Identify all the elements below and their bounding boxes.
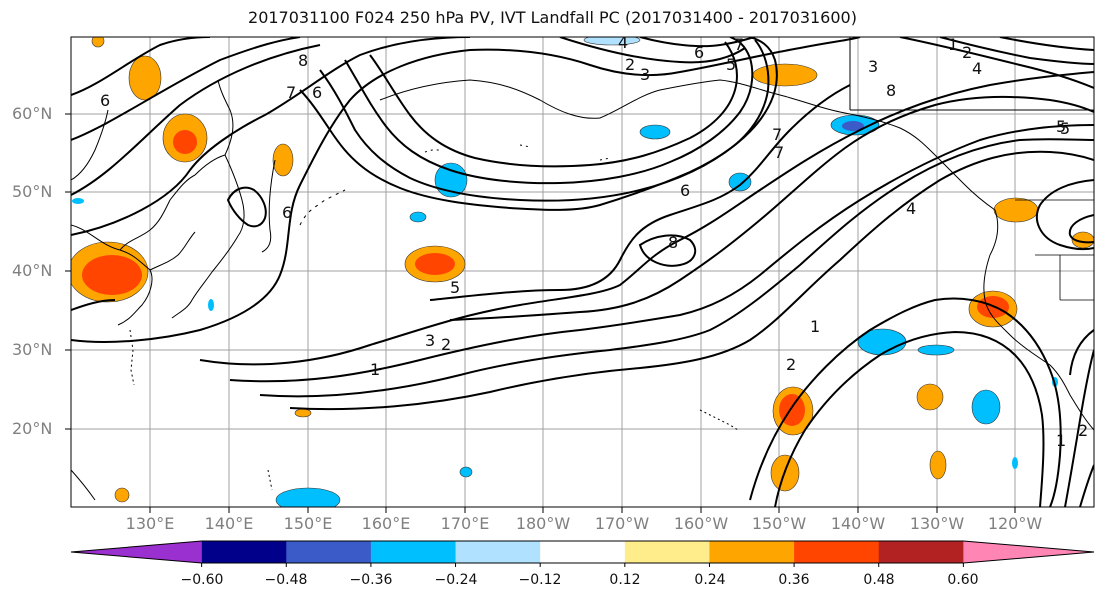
colorbar-segment [878, 541, 964, 563]
contour-label: 5 [726, 55, 736, 74]
colorbar-extend-low [71, 541, 202, 563]
contour-label: 6 [100, 91, 110, 110]
lat-label: 50°N [12, 182, 53, 201]
colorbar-segment [455, 541, 541, 563]
lon-label: 160°W [673, 514, 729, 533]
lon-label: 180°W [515, 514, 571, 533]
lat-label: 20°N [12, 419, 53, 438]
colorbar-tick-label: 0.24 [694, 572, 726, 588]
contour-label: 6 [694, 43, 704, 62]
colorbar-tick-label: 0.12 [609, 572, 641, 588]
lat-label: 60°N [12, 104, 53, 123]
lon-label: 170°W [594, 514, 650, 533]
map-title: 2017031100 F024 250 hPa PV, IVT Landfall… [248, 8, 857, 27]
lon-label: 130°E [125, 514, 175, 533]
contour-label: 2 [625, 55, 635, 74]
contour-label: 1 [370, 360, 380, 379]
lon-label: 140°W [830, 514, 886, 533]
coastlines [71, 37, 1094, 501]
contour-label: 5 [450, 278, 460, 297]
contour-label: 2 [441, 335, 451, 354]
contour-label: 2 [962, 43, 972, 62]
lon-label: 150°E [283, 514, 333, 533]
lat-label: 40°N [12, 261, 53, 280]
contour-label: 4 [972, 59, 982, 78]
colorbar-tick-label: −0.12 [518, 572, 562, 588]
colorbar-segment [624, 541, 710, 563]
contour-label: 3 [868, 57, 878, 76]
contour-label: 4 [906, 199, 916, 218]
contour-label: 1 [948, 35, 958, 54]
colorbar-tick-label: 0.36 [778, 572, 810, 588]
patch-red-orange [71, 130, 1018, 436]
colorbar-segment [201, 541, 287, 563]
colorbar-tick-label: −0.48 [264, 572, 308, 588]
lon-label: 170°E [440, 514, 490, 533]
contour-label: 5 [1056, 117, 1066, 136]
map-background [71, 37, 1094, 507]
contour-label: 6 [312, 83, 322, 102]
colorbar-tick-label: 0.60 [947, 572, 979, 588]
colorbar-segment [709, 541, 795, 563]
contour-label: 7 [772, 125, 782, 144]
colorbar-extend-high [963, 541, 1094, 563]
contour-label: 7 [734, 35, 744, 54]
colorbar-tick-label: −0.36 [349, 572, 393, 588]
contour-label: 6 [282, 203, 292, 222]
contour-label: 3 [425, 331, 435, 350]
axis-ticks [65, 113, 1016, 513]
lon-label: 130°W [909, 514, 965, 533]
patch-blue [72, 37, 1058, 507]
lat-label: 30°N [12, 340, 53, 359]
contour-label: 1 [1056, 431, 1066, 450]
lon-label: 120°W [987, 514, 1043, 533]
colorbar [70, 540, 1095, 567]
pv-contours [71, 37, 1094, 507]
colorbar-segment [794, 541, 880, 563]
colorbar-segment [370, 541, 457, 563]
contour-label: 5 [1060, 119, 1070, 138]
contour-label: 2 [786, 355, 796, 374]
contour-labels: 8 7 6 6 4 2 3 6 7 5 1 2 4 3 8 7 6 7 5 4 … [100, 33, 1088, 450]
contour-label: 4 [618, 33, 628, 52]
contour-label: 7 [286, 83, 296, 102]
lon-label: 140°E [204, 514, 254, 533]
map-frame [70, 36, 1095, 508]
contour-label: 8 [298, 51, 308, 70]
contour-label: 2 [1078, 421, 1088, 440]
colorbar-segment [286, 541, 372, 563]
colorbar-tick-label: −0.24 [434, 572, 478, 588]
colorbar-segment [540, 541, 626, 563]
lon-label: 160°E [361, 514, 411, 533]
contour-label: 1 [810, 317, 820, 336]
lon-label: 150°W [751, 514, 807, 533]
contour-label: 7 [774, 143, 784, 162]
colorbar-tick-label: 0.48 [863, 572, 895, 588]
contour-label: 8 [668, 233, 678, 252]
contour-label: 3 [640, 65, 650, 84]
colorbar-tick-label: −0.60 [180, 572, 224, 588]
contour-label: 8 [886, 81, 896, 100]
contour-label: 6 [680, 181, 690, 200]
